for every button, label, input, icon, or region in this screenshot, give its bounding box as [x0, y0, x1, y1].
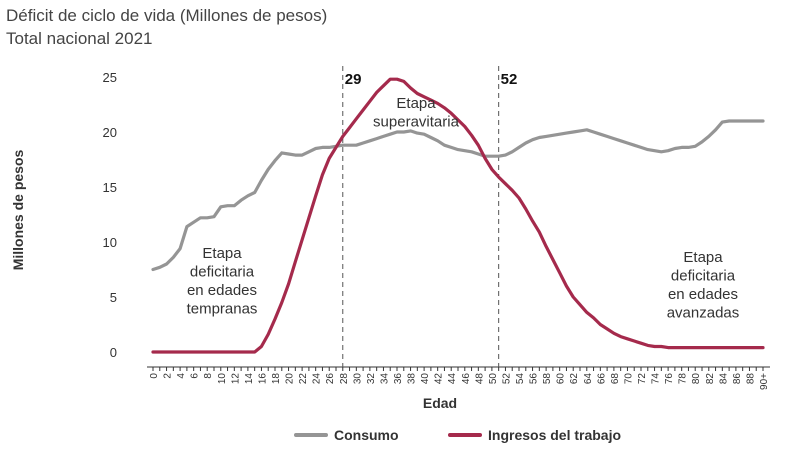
x-tick-label-88: 88 — [745, 373, 756, 385]
x-tick-label-14: 14 — [244, 373, 255, 385]
x-tick-label-40: 40 — [420, 373, 431, 385]
x-tick-label-84: 84 — [718, 373, 729, 385]
annotation-late-deficit-line-1: deficitaria — [671, 268, 736, 285]
annotation-late-deficit-line-0: Etapa — [683, 249, 723, 266]
y-tick-label-10: 10 — [103, 235, 117, 250]
x-tick-label-38: 38 — [407, 373, 418, 385]
x-tick-label-56: 56 — [529, 373, 540, 385]
x-tick-label-46: 46 — [461, 373, 472, 385]
x-tick-label-54: 54 — [515, 373, 526, 385]
x-tick-label-50: 50 — [488, 373, 499, 385]
x-tick-label-80: 80 — [691, 373, 702, 385]
marker-label-52: 52 — [501, 71, 518, 88]
annotation-late-deficit-line-2: en edades — [668, 286, 738, 303]
y-axis-title: Millones de pesos — [10, 149, 26, 270]
x-tick-label-26: 26 — [325, 373, 336, 385]
x-tick-label-44: 44 — [447, 373, 458, 385]
series-line-ingresos — [151, 77, 765, 354]
marker-label-29: 29 — [345, 71, 362, 88]
x-tick-label-36: 36 — [393, 373, 404, 385]
x-tick-label-10: 10 — [217, 373, 228, 385]
x-tick-label-42: 42 — [434, 373, 445, 385]
legend-swatch-ingresos — [448, 433, 482, 437]
x-tick-label-6: 6 — [190, 373, 201, 379]
annotation-early-deficit-line-2: en edades — [187, 282, 257, 299]
x-tick-label-70: 70 — [623, 373, 634, 385]
x-tick-label-4: 4 — [176, 373, 187, 379]
y-tick-label-0: 0 — [110, 345, 117, 360]
x-tick-label-48: 48 — [474, 373, 485, 385]
annotation-early-deficit-line-0: Etapa — [202, 245, 242, 262]
x-tick-label-12: 12 — [230, 373, 241, 385]
y-tick-label-20: 20 — [103, 125, 117, 140]
annotation-late-deficit-line-3: avanzadas — [667, 305, 740, 322]
x-tick-label-22: 22 — [298, 373, 309, 385]
y-tick-label-25: 25 — [103, 70, 117, 85]
annotation-early-deficit-line-1: deficitaria — [190, 264, 255, 281]
x-tick-label-90+: 90+ — [759, 373, 770, 390]
legend: Consumo Ingresos del trabajo — [0, 427, 794, 447]
x-tick-label-8: 8 — [203, 373, 214, 379]
annotation-early-deficit-line-3: tempranas — [187, 301, 258, 318]
y-tick-label-5: 5 — [110, 290, 117, 305]
x-tick-label-72: 72 — [637, 373, 648, 385]
x-tick-label-58: 58 — [542, 373, 553, 385]
x-tick-label-28: 28 — [339, 373, 350, 385]
legend-label-consumo: Consumo — [334, 427, 399, 443]
x-tick-label-34: 34 — [379, 373, 390, 385]
x-tick-label-20: 20 — [285, 373, 296, 385]
x-tick-label-32: 32 — [366, 373, 377, 385]
x-tick-label-18: 18 — [271, 373, 282, 385]
legend-swatch-consumo — [294, 433, 328, 437]
x-tick-label-64: 64 — [583, 373, 594, 385]
x-tick-label-60: 60 — [556, 373, 567, 385]
chart-subtitle: Total nacional 2021 — [6, 29, 153, 48]
legend-item-ingresos: Ingresos del trabajo — [448, 427, 621, 443]
x-tick-label-66: 66 — [596, 373, 607, 385]
y-tick-label-15: 15 — [103, 180, 117, 195]
x-axis-title: Edad — [423, 395, 457, 411]
x-tick-label-30: 30 — [352, 373, 363, 385]
x-tick-label-74: 74 — [651, 373, 662, 385]
annotation-surplus-line-1: superavitaria — [373, 114, 460, 131]
x-tick-label-62: 62 — [569, 373, 580, 385]
x-tick-label-52: 52 — [501, 373, 512, 385]
x-tick-label-0: 0 — [149, 373, 160, 379]
x-tick-label-2: 2 — [163, 373, 174, 379]
x-tick-label-78: 78 — [678, 373, 689, 385]
legend-label-ingresos: Ingresos del trabajo — [488, 427, 622, 443]
x-tick-label-16: 16 — [257, 373, 268, 385]
series-line-consumo — [151, 119, 765, 272]
x-tick-label-86: 86 — [732, 373, 743, 385]
legend-item-consumo: Consumo — [294, 427, 399, 443]
x-tick-label-68: 68 — [610, 373, 621, 385]
chart-title: Déficit de ciclo de vida (Millones de pe… — [6, 6, 328, 25]
annotation-surplus-line-0: Etapa — [396, 95, 436, 112]
x-tick-label-82: 82 — [705, 373, 716, 385]
x-tick-label-24: 24 — [312, 373, 323, 385]
x-tick-label-76: 76 — [664, 373, 675, 385]
